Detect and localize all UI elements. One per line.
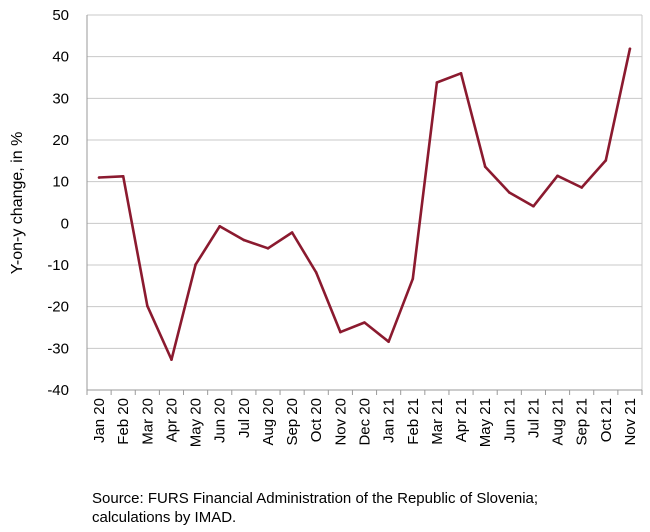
- x-tick-label: Jul 21: [525, 398, 542, 438]
- data-point: [218, 224, 222, 228]
- data-point: [146, 304, 149, 308]
- data-point: [604, 159, 608, 162]
- x-tick-label: Apr 21: [453, 398, 470, 442]
- series-layer: [97, 47, 632, 361]
- y-tick-label: -20: [47, 299, 69, 316]
- data-point: [628, 47, 632, 51]
- data-point: [507, 191, 511, 194]
- x-tick-label: Nov 20: [332, 398, 349, 446]
- data-point: [483, 165, 487, 168]
- data-point: [194, 263, 197, 266]
- x-tick-label: Nov 21: [622, 398, 639, 446]
- y-tick-label: 20: [52, 132, 69, 149]
- x-tick-label: Feb 20: [115, 398, 132, 445]
- x-tick-label: Sep 20: [284, 398, 301, 446]
- y-tick-label: -40: [47, 382, 69, 399]
- x-tick-label: Mar 21: [429, 398, 446, 445]
- data-point: [97, 176, 101, 179]
- data-point: [121, 174, 125, 178]
- data-point: [170, 358, 173, 361]
- data-point: [339, 330, 342, 334]
- x-tick-label: Sep 21: [574, 398, 591, 446]
- y-tick-label: 50: [52, 7, 69, 24]
- data-point: [556, 174, 559, 178]
- x-tick-label: Mar 20: [139, 398, 156, 445]
- y-tick-labels: -40 -30 -20 -10 0 10 20 30 40 50: [47, 7, 69, 399]
- y-tick-label: 40: [52, 49, 69, 66]
- x-tick-label: Jun 21: [501, 398, 518, 443]
- data-point: [387, 340, 390, 343]
- data-point: [435, 81, 439, 84]
- line-chart: -40 -30 -20 -10 0 10 20 30 40 50 Jan 20 Feb 20 Mar …: [9, 7, 643, 447]
- data-point: [532, 204, 535, 208]
- x-tick-label: Apr 20: [163, 398, 180, 442]
- x-tick-label: Dec 20: [357, 398, 374, 446]
- x-tick-label: Jan 21: [381, 398, 398, 443]
- y-tick-label: 10: [52, 174, 69, 191]
- plot-area: [87, 15, 642, 390]
- y-axis-title: Y-on-y change, in %: [9, 132, 26, 275]
- data-point: [363, 321, 366, 324]
- data-point: [290, 231, 294, 234]
- x-tick-label: Feb 21: [405, 398, 422, 445]
- y-tick-label: 0: [61, 215, 69, 232]
- x-tick-label: Oct 20: [308, 398, 325, 442]
- data-point: [266, 247, 270, 250]
- x-tick-label: May 20: [188, 398, 205, 447]
- x-tick-label: Oct 21: [598, 398, 615, 442]
- x-tick-label: Aug 21: [550, 398, 567, 446]
- x-tick-label: Jul 20: [236, 398, 253, 438]
- y-tick-label: -30: [47, 340, 69, 357]
- x-tick-label: Aug 20: [260, 398, 277, 446]
- data-point: [242, 238, 246, 242]
- source-note: Source: FURS Financial Administration of…: [92, 490, 539, 526]
- data-point: [314, 271, 318, 274]
- data-point: [411, 277, 415, 281]
- data-point: [459, 72, 463, 75]
- x-tick-labels: Jan 20 Feb 20 Mar 20 Apr 20 May 20 Jun 20 Jul …: [91, 398, 639, 447]
- x-tick-label: Jan 20: [91, 398, 108, 443]
- y-tick-label: -10: [47, 257, 69, 274]
- gridlines: [87, 14, 642, 349]
- x-tick-label: May 21: [477, 398, 494, 447]
- y-tick-label: 30: [52, 90, 69, 107]
- axes: [86, 15, 643, 395]
- x-tick-label: Jun 20: [212, 398, 229, 443]
- data-point: [580, 186, 583, 189]
